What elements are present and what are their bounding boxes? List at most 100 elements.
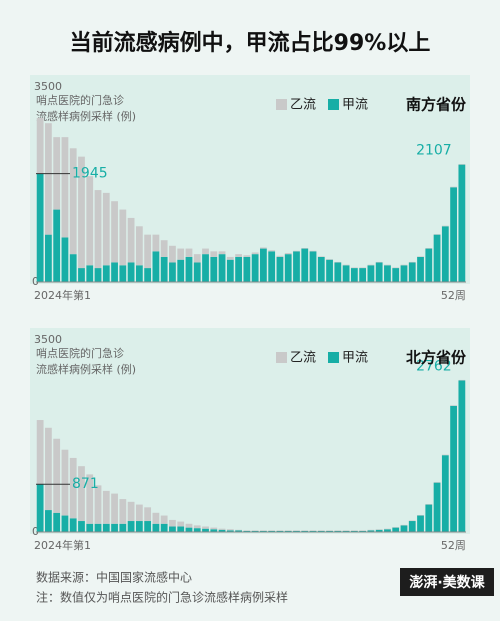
bar <box>284 254 292 282</box>
bar <box>375 529 383 532</box>
bar <box>69 254 77 282</box>
bar <box>425 248 433 249</box>
bar <box>367 529 375 531</box>
bar <box>202 528 209 532</box>
bar <box>408 262 416 282</box>
bar <box>317 530 325 532</box>
bar <box>301 248 309 249</box>
bar <box>276 256 284 282</box>
annotation: 2762 <box>416 358 452 374</box>
bar <box>367 265 375 282</box>
bar <box>226 256 234 260</box>
x-tick-label: 52周 <box>441 289 466 302</box>
bar <box>144 234 152 269</box>
bar <box>119 499 127 524</box>
bar <box>160 240 168 257</box>
bar <box>111 201 118 263</box>
bar <box>359 530 367 532</box>
bar <box>276 530 284 531</box>
bar <box>61 137 69 238</box>
bar <box>309 530 317 532</box>
bar <box>94 190 102 269</box>
bar <box>177 248 185 260</box>
bar <box>78 466 85 522</box>
legend-label: 乙流 <box>290 351 316 366</box>
bar <box>350 268 358 282</box>
bar <box>433 482 441 483</box>
bar <box>268 250 276 252</box>
bar <box>185 527 193 532</box>
bar <box>243 255 251 257</box>
bar <box>193 528 201 532</box>
y-axis-label: 哨点医院的门急诊 <box>36 93 124 107</box>
legend-label: 甲流 <box>342 351 368 366</box>
bar <box>144 507 152 522</box>
bar <box>111 493 118 524</box>
bar <box>334 530 342 532</box>
y-axis-label: 流感样病例采样 (例) <box>36 109 136 123</box>
bar <box>433 234 441 282</box>
region-title: 北方省份 <box>406 349 467 367</box>
legend-swatch <box>276 99 287 110</box>
bar <box>86 176 94 266</box>
y-tick-label: 3500 <box>34 80 62 93</box>
bar <box>251 530 259 531</box>
bar <box>260 248 267 282</box>
bar <box>458 164 466 165</box>
bar <box>218 528 226 530</box>
bar <box>408 261 416 263</box>
bar <box>260 530 267 532</box>
bar <box>400 525 408 532</box>
bar <box>36 484 44 532</box>
annotation: 871 <box>72 476 99 492</box>
bar <box>94 268 102 282</box>
bar <box>458 379 466 381</box>
bar <box>441 455 449 532</box>
y-tick-label: 0 <box>32 525 39 538</box>
bar <box>202 254 209 282</box>
bar <box>144 521 152 532</box>
bar <box>251 252 259 255</box>
bar <box>36 420 44 485</box>
bar <box>86 474 94 524</box>
bar <box>392 268 400 282</box>
bar <box>193 254 201 263</box>
bar <box>384 529 391 532</box>
bar <box>375 529 383 530</box>
bar <box>243 530 251 532</box>
bar <box>127 217 135 263</box>
bar <box>359 268 367 282</box>
bar <box>210 251 218 257</box>
y-axis-label: 哨点医院的门急诊 <box>36 346 124 360</box>
bar <box>375 261 383 263</box>
bar <box>268 251 276 282</box>
bar <box>293 530 300 531</box>
bar <box>135 521 143 532</box>
bar <box>152 251 160 282</box>
bar <box>284 253 292 255</box>
bar <box>102 490 110 524</box>
bar <box>45 427 52 511</box>
bar <box>334 262 342 282</box>
bar <box>400 265 408 282</box>
bar <box>135 226 143 266</box>
bar <box>202 248 209 255</box>
title: 当前流感病例中，甲流占比99%以上 <box>70 30 431 56</box>
bar <box>450 187 457 282</box>
bar <box>342 530 350 532</box>
bar <box>177 526 185 532</box>
bar <box>417 256 424 257</box>
bar <box>152 523 160 532</box>
bar <box>309 250 317 252</box>
bar <box>235 254 242 257</box>
y-tick-label: 3500 <box>34 333 62 346</box>
logo-bg <box>400 568 494 596</box>
bar <box>284 530 292 532</box>
logo: 澎湃·美数课 <box>409 574 485 591</box>
bar <box>433 482 441 532</box>
bar <box>309 530 317 531</box>
bar <box>450 405 457 532</box>
bar <box>53 438 61 513</box>
bar <box>384 265 391 282</box>
